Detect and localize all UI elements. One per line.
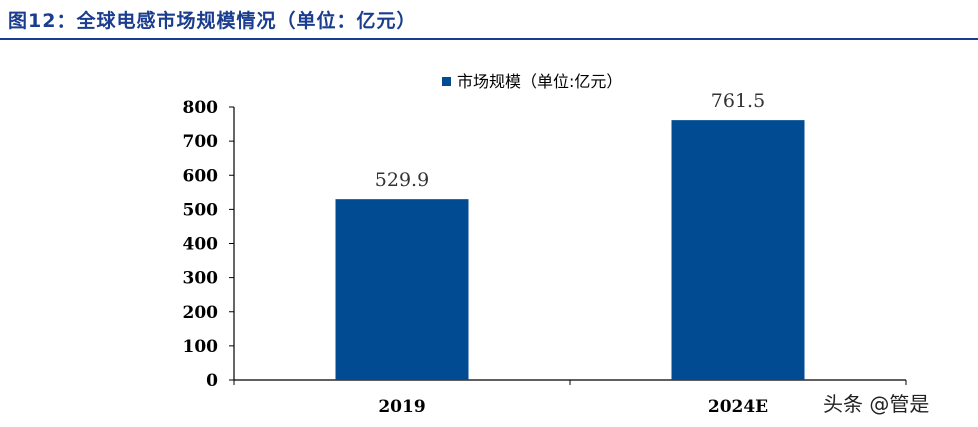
legend-swatch [442,77,451,86]
y-tick-label: 800 [183,98,219,118]
bar [335,199,469,380]
title-divider [0,38,978,40]
y-tick-label: 600 [183,166,219,186]
y-tick-label: 100 [183,337,219,357]
bar [671,120,805,380]
figure-title: 图12：全球电感市场规模情况（单位：亿元） [8,10,417,32]
y-tick-label: 200 [183,303,219,323]
data-label: 761.5 [711,90,765,112]
y-tick-label: 500 [183,200,219,220]
y-tick-label: 700 [183,132,219,152]
x-tick-label: 2024E [708,397,768,417]
y-tick-label: 0 [206,371,218,391]
y-tick-label: 400 [183,235,219,255]
x-tick-label: 2019 [378,397,425,417]
watermark: 头条 @管是 [823,392,930,416]
data-label: 529.9 [375,169,429,191]
legend-label: 市场规模（单位:亿元） [457,72,622,91]
y-tick-label: 300 [183,269,219,289]
